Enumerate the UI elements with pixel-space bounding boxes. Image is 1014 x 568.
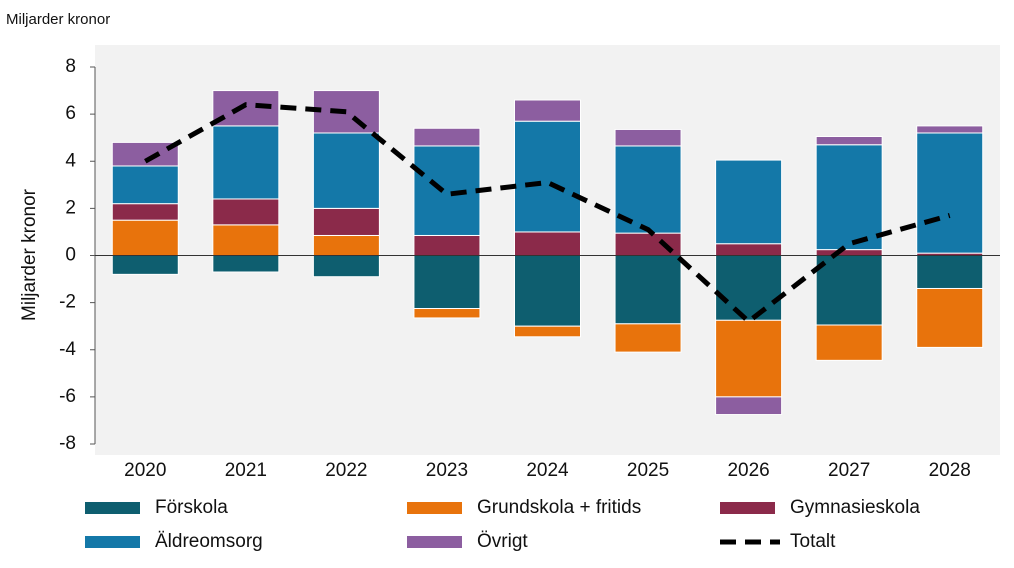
bar-segment [514,325,581,338]
bar-segment [514,231,581,256]
bar-segment [916,287,984,348]
y-tick-label: 6 [65,103,76,124]
legend-swatch [407,502,462,514]
legend-label: Övrigt [477,531,528,552]
y-tick-label: 2 [65,197,76,218]
bar-segment [413,234,481,257]
bar-segment [815,255,883,326]
legend-label: Totalt [790,531,836,552]
legend-label: Äldreomsorg [155,531,263,552]
bar-segment [312,234,380,257]
legend-swatch [720,502,775,514]
y-tick-label: 0 [65,245,76,266]
legend-swatch [85,502,140,514]
bar-segment [815,136,883,146]
y-tick-label: -2 [59,292,76,313]
legend-swatch [85,536,140,548]
bar-segment [212,198,280,226]
bar-segment [111,203,179,221]
legend-label: Förskola [155,497,228,518]
x-tick-label: 2028 [929,460,971,481]
bar-segment [312,132,380,209]
bar-segment [815,249,883,256]
bar-segment [715,396,783,416]
bar-segment [514,255,581,327]
bar-segment [614,128,682,147]
bar-segment [212,224,280,256]
bar-segment [715,243,783,256]
bar-segment [212,255,280,273]
x-tick-label: 2021 [225,460,267,481]
bar-segment [413,127,481,147]
bar-segment [916,132,984,254]
bar-segment [815,144,883,251]
bar-segment [312,255,380,278]
bar-segment [715,159,783,245]
x-tick-label: 2025 [627,460,669,481]
bar-segment [916,125,984,134]
bar-segment [212,125,280,200]
x-tick-label: 2022 [325,460,367,481]
bar-segment [111,219,179,256]
bar-segment [614,255,682,325]
bar-segment [111,141,179,167]
x-tick-label: 2020 [124,460,166,481]
y-tick-label: -8 [59,433,76,454]
unit-label: Miljarder kronor [6,11,110,28]
bar-segment [111,255,179,275]
y-tick-label: -4 [59,339,76,360]
legend-label: Grundskola + fritids [477,497,641,518]
x-tick-label: 2026 [727,460,769,481]
bar-segment [111,165,179,205]
bar-segment [514,120,581,233]
bar-segment [715,319,783,398]
legend-swatch [407,536,462,548]
total-line [144,102,951,325]
bar-segment [413,255,481,310]
bar-segment [413,145,481,236]
x-tick-label: 2024 [526,460,569,481]
y-tick-label: 8 [65,56,76,77]
legend-label: Gymnasieskola [790,497,920,518]
x-tick-label: 2027 [828,460,870,481]
bar-segment [413,308,481,319]
bar-segment [514,99,581,122]
bar-segment [614,323,682,353]
bar-segment [312,207,380,236]
y-axis-label: Miljarder kronor [19,188,40,321]
bar-segment [715,255,783,321]
y-tick-label: 4 [65,150,76,171]
bar-segment [312,90,380,134]
bar-segment [815,324,883,361]
y-tick-label: -6 [59,386,76,407]
bar-segment [916,255,984,289]
x-tick-label: 2023 [426,460,468,481]
